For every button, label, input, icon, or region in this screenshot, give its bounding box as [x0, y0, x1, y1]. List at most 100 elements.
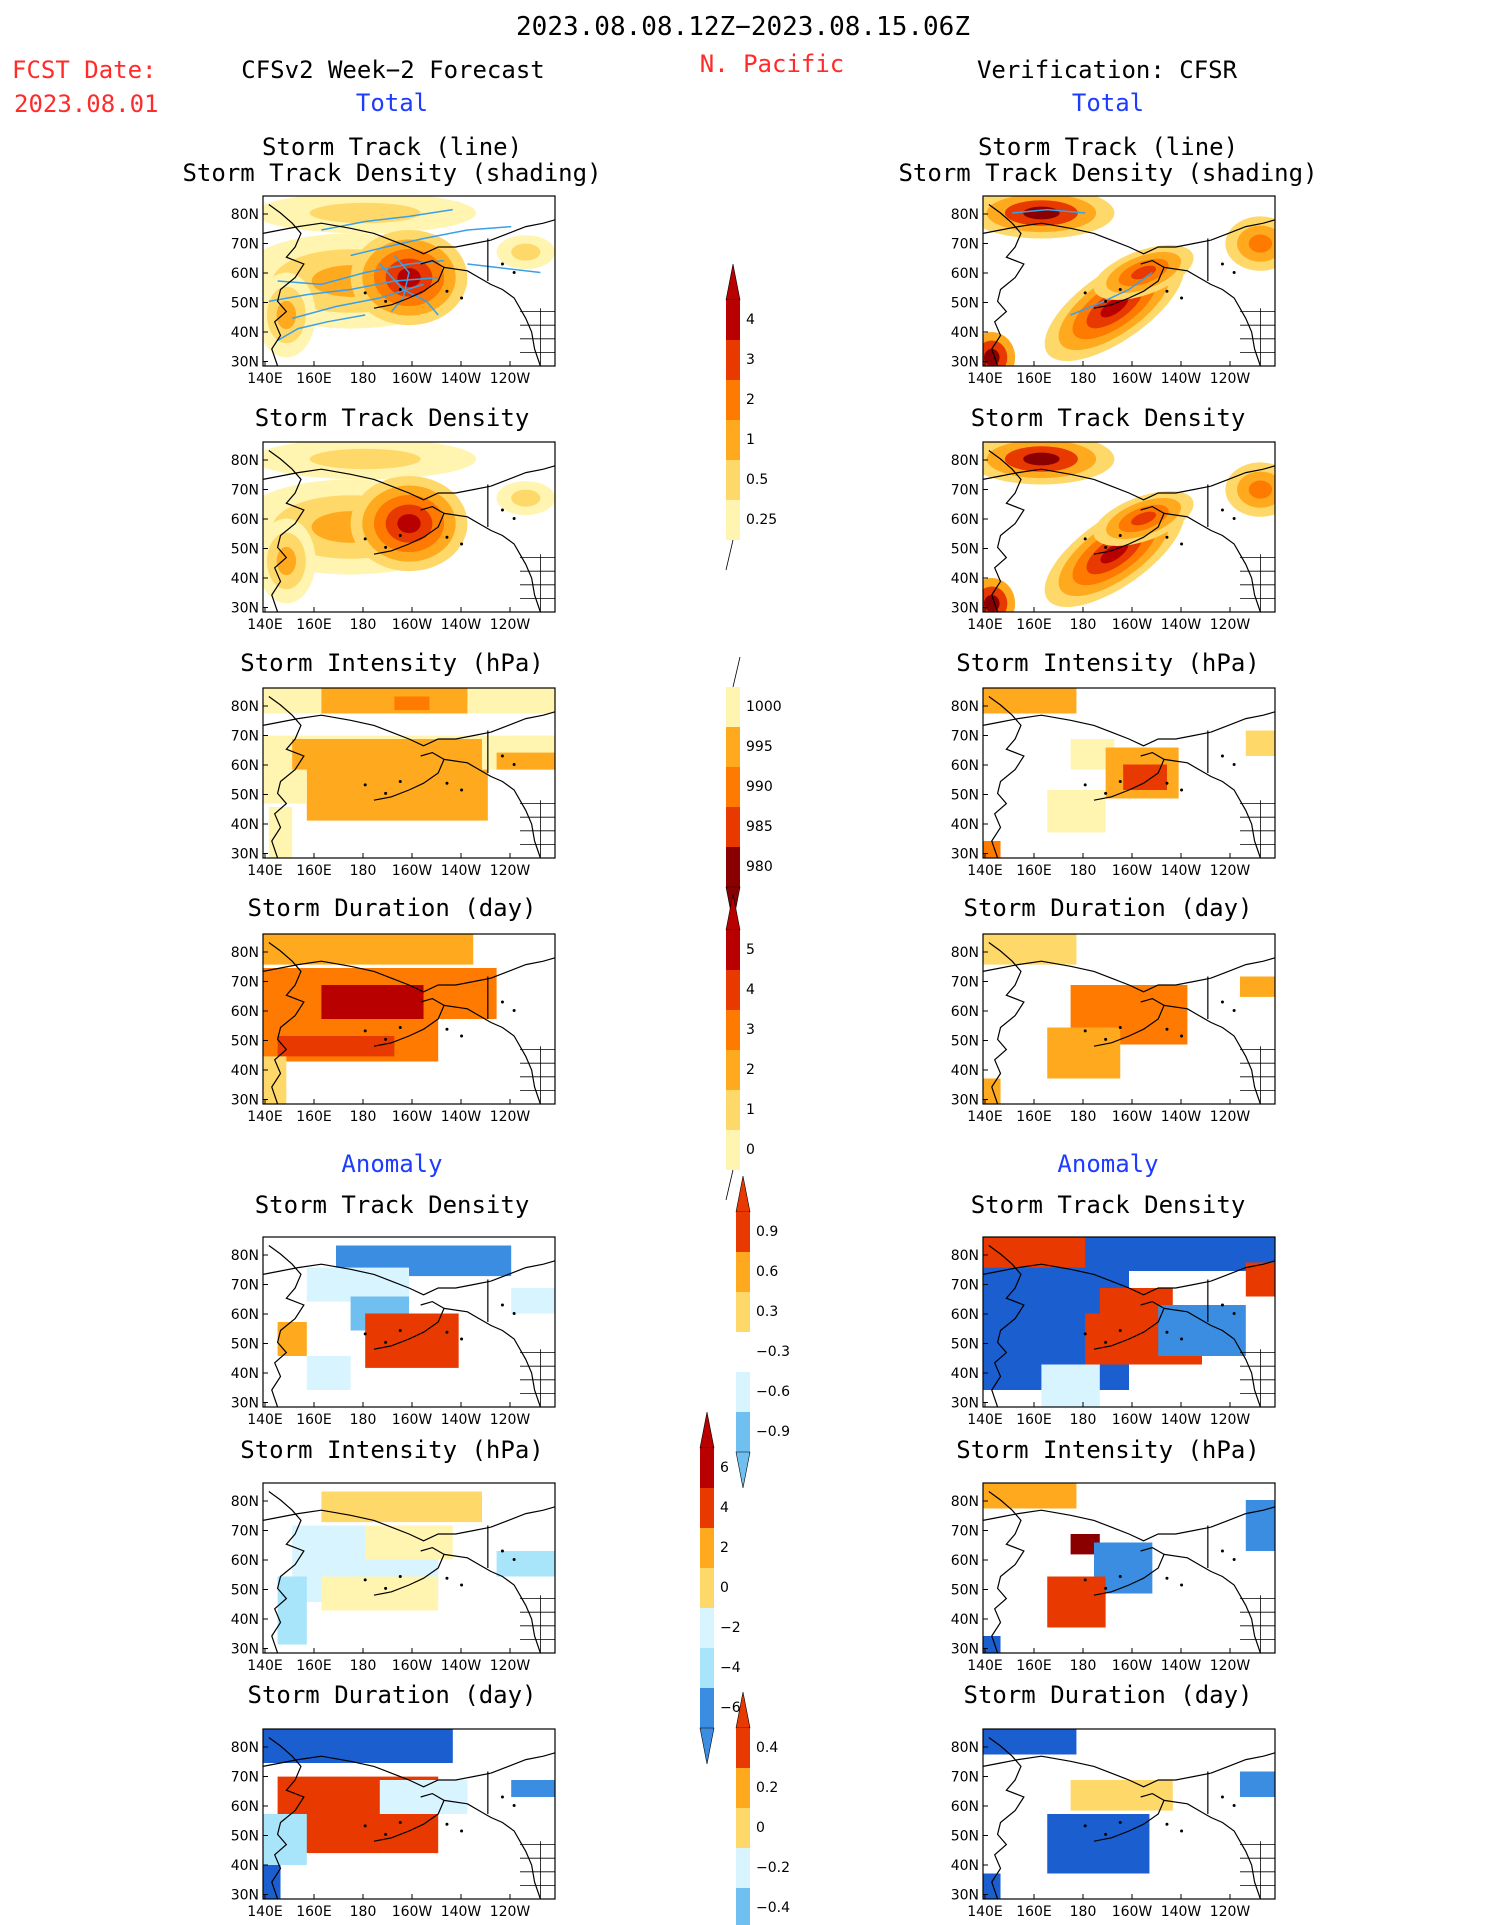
island [1118, 1329, 1122, 1332]
colorbar-arrow-up [725, 263, 741, 301]
lat-tick-label: 70N [951, 1524, 979, 1540]
lon-tick-label: 160W [1112, 1658, 1153, 1674]
coastline [1093, 1792, 1165, 1842]
lon-tick-label: 180 [1070, 617, 1097, 633]
lat-tick-label: 60N [231, 1553, 259, 1569]
shade-cell [1158, 1305, 1246, 1356]
storm-track-line [277, 314, 366, 342]
island [460, 1034, 464, 1038]
shade-blob [276, 300, 297, 330]
lon-tick-label: 160W [1112, 863, 1153, 879]
lat-tick-label: 80N [231, 945, 259, 961]
island [1232, 1804, 1236, 1807]
lon-tick-label: 140W [441, 1412, 482, 1428]
shade-cell [365, 1313, 459, 1368]
lat-tick-label: 70N [231, 483, 259, 499]
lon-tick-label: 140W [1161, 1412, 1202, 1428]
lat-tick-label: 60N [231, 512, 259, 528]
lon-tick-label: 160E [296, 1904, 332, 1920]
lat-tick-label: 60N [231, 758, 259, 774]
colorbar-tail [725, 1169, 734, 1201]
colorbar-segment [736, 1332, 750, 1372]
lat-tick-label: 70N [951, 729, 979, 745]
island [1104, 1832, 1108, 1836]
shade-cell [263, 1814, 307, 1865]
lat-tick-label: 50N [951, 542, 979, 558]
colorbar-segment [726, 340, 740, 380]
lon-tick-label: 160E [296, 863, 332, 879]
colorbar-duration: 5 4 3 2 1 0 [725, 893, 755, 1201]
lon-tick-label: 180 [350, 1658, 377, 1674]
island [1165, 781, 1169, 785]
colorbar-segment [736, 1768, 750, 1808]
coastline [443, 1553, 541, 1654]
island [363, 1824, 367, 1828]
colorbar-segment [726, 500, 740, 540]
island [398, 1329, 402, 1332]
shade-cell [1047, 790, 1106, 833]
island [460, 296, 464, 300]
panel-frame [262, 195, 556, 367]
title-fc-anom-density: Storm Track Density [254, 1191, 530, 1219]
shade-cell [983, 934, 1077, 965]
lon-tick-label: 120W [1210, 1412, 1251, 1428]
colorbar-label: 1000 [746, 699, 782, 715]
lat-tick-label: 40N [951, 1366, 979, 1382]
island [384, 1340, 388, 1344]
lat-tick-label: 40N [951, 1063, 979, 1079]
shade-cell [277, 1576, 307, 1645]
lon-tick-label: 180 [1070, 1658, 1097, 1674]
lat-tick-label: 40N [951, 325, 979, 341]
lon-tick-label: 160E [296, 1412, 332, 1428]
lat-tick-label: 40N [951, 1858, 979, 1874]
lat-tick-label: 50N [951, 1829, 979, 1845]
title-vf-anom-duration: Storm Duration (day) [963, 1681, 1253, 1709]
shade-blob [1023, 206, 1060, 220]
island [398, 1575, 402, 1578]
lon-tick-label: 120W [490, 617, 531, 633]
colorbar-segment [726, 970, 740, 1010]
colorbar-arrow-down [735, 1451, 751, 1489]
colorbar-label: 980 [746, 859, 773, 875]
coastline [1163, 512, 1261, 613]
lat-tick-label: 60N [231, 1004, 259, 1020]
coastline [262, 1509, 491, 1542]
lat-tick-label: 40N [231, 325, 259, 341]
island [500, 1795, 504, 1799]
lon-tick-label: 160W [392, 863, 433, 879]
lat-tick-label: 50N [951, 296, 979, 312]
coastline [490, 957, 556, 979]
coastline [443, 512, 541, 613]
shade-blob [276, 546, 297, 576]
lat-tick-label: 40N [951, 571, 979, 587]
island [384, 1586, 388, 1590]
title-vf-anom-intensity: Storm Intensity (hPa) [956, 1436, 1260, 1464]
lat-tick-label: 50N [231, 296, 259, 312]
colorbar-arrow-up [699, 1411, 715, 1449]
lon-tick-label: 120W [1210, 371, 1251, 387]
colorbar-segment [736, 1412, 750, 1452]
title-fc-density: Storm Track Density [254, 404, 530, 432]
colorbar-label: −0.9 [756, 1424, 790, 1440]
island [445, 535, 449, 539]
lon-tick-label: 140W [1161, 863, 1202, 879]
total-left: Total [355, 89, 429, 117]
island [1165, 1027, 1169, 1031]
coastline [490, 1752, 556, 1774]
lon-tick-label: 180 [350, 617, 377, 633]
panel-frame [982, 1728, 1276, 1900]
shade-cell [365, 1525, 453, 1560]
coastline [1210, 957, 1276, 979]
shade-cell [268, 807, 293, 858]
panel-frame [262, 1236, 556, 1408]
lat-tick-label: 80N [231, 1494, 259, 1510]
lon-tick-label: 140E [247, 371, 283, 387]
island [445, 289, 449, 293]
shade-cell [1239, 976, 1275, 997]
storm-track-line [390, 255, 410, 313]
